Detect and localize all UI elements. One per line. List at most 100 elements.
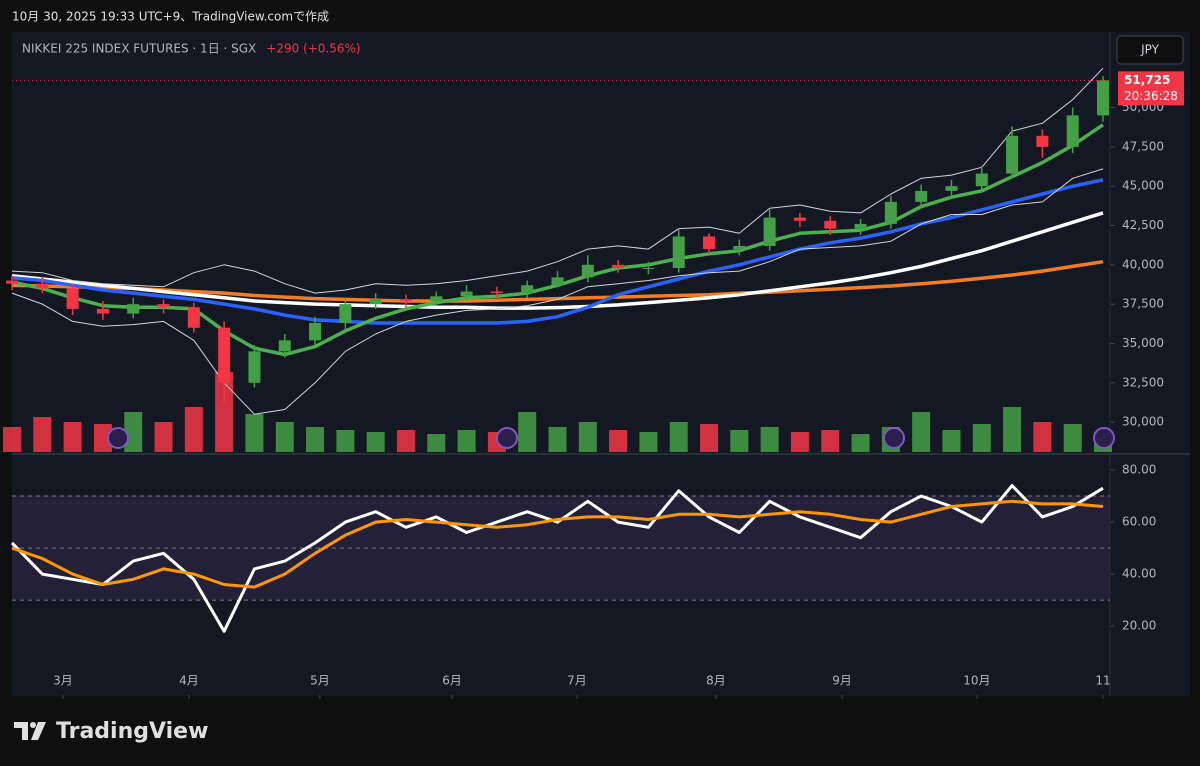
x-tick-label: 7月 (567, 674, 587, 688)
candle-body (915, 190, 928, 202)
y-tick-label: 47,500 (1122, 139, 1164, 153)
last-price: 51,725 (1124, 73, 1170, 87)
volume-bar (1003, 407, 1022, 452)
volume-bar (306, 427, 325, 452)
volume-bar (396, 430, 415, 452)
volume-bar (1063, 424, 1082, 452)
candle-body (1097, 80, 1109, 116)
volume-bar (790, 432, 809, 452)
y-tick-label: 60.00 (1122, 515, 1156, 529)
x-tick-label: 6月 (442, 674, 462, 688)
currency[interactable]: JPY (1140, 43, 1160, 57)
x-tick-label: 9月 (832, 674, 852, 688)
candle-body (824, 220, 837, 229)
candle-body (763, 217, 776, 246)
price-label-box (1118, 71, 1184, 106)
candle-body (703, 236, 716, 250)
volume-bar (154, 422, 173, 452)
volume-bar (639, 432, 658, 452)
x-tick-label: 4月 (179, 674, 199, 688)
candle-body (793, 217, 806, 221)
y-tick-label: 40.00 (1122, 567, 1156, 581)
volume-bar (33, 417, 52, 452)
volume-bar (669, 422, 688, 452)
currency-box[interactable] (1116, 35, 1184, 65)
candle-body (975, 173, 988, 187)
volume-bar (821, 430, 840, 452)
volume-bar (972, 424, 991, 452)
volume-bar (1033, 422, 1052, 452)
candle-body (521, 285, 534, 294)
y-tick-label: 20.00 (1122, 619, 1156, 633)
candle-body (399, 299, 412, 301)
candle-body (581, 264, 594, 278)
volume-bar (851, 434, 870, 452)
candle-body (66, 288, 79, 309)
volume-bar (427, 434, 446, 452)
x-tick-label: 11 (1095, 674, 1110, 688)
candle-body (612, 264, 625, 268)
y-tick-label: 35,000 (1122, 336, 1164, 350)
candle-body (127, 304, 140, 314)
candle-body (854, 223, 867, 229)
volume-bar (730, 430, 749, 452)
volume-bar (912, 412, 931, 452)
moving-average (11, 259, 1104, 303)
volume-bar (63, 422, 82, 452)
candle-body (1006, 135, 1019, 174)
y-tick-label: 37,500 (1122, 297, 1164, 311)
x-tick-label: 3月 (53, 674, 73, 688)
candle-body (1066, 115, 1079, 147)
candle-body (96, 308, 109, 314)
volume-bar (275, 422, 294, 452)
event-icons (107, 427, 1115, 449)
volume-bar (609, 430, 628, 452)
candle-body (6, 280, 18, 284)
volume-bar (366, 432, 385, 452)
volume-bar (700, 424, 719, 452)
volume-bar (548, 427, 567, 452)
candle-body (157, 304, 170, 308)
oscillator-band (12, 496, 1110, 601)
candle-body (551, 277, 564, 286)
caption: 10月 30, 2025 19:33 UTC+9、TradingView.com… (12, 10, 329, 24)
volume-bar (184, 407, 203, 452)
moving-average (11, 67, 1104, 294)
y-tick-label: 32,500 (1122, 375, 1164, 389)
volume-bar (124, 412, 143, 452)
brand: TradingView (56, 719, 208, 744)
y-tick-label: 42,500 (1122, 218, 1164, 232)
oscillator-line (11, 499, 1104, 589)
candle-body (218, 327, 231, 383)
candle-body (672, 236, 685, 268)
y-tick-label: 40,000 (1122, 257, 1164, 271)
x-tick-label: 8月 (706, 674, 726, 688)
y-tick-label: 45,000 (1122, 179, 1164, 193)
candle-body (430, 296, 443, 301)
volume-bar (760, 427, 779, 452)
moving-average (11, 211, 1104, 310)
oscillator-line (10, 484, 1104, 633)
logo (14, 722, 46, 740)
x-tick-label: 10月 (963, 674, 990, 688)
y-tick-label: 80.00 (1122, 463, 1156, 477)
volume-bar (245, 414, 264, 452)
volume-bar (457, 430, 476, 452)
volume-bar (518, 412, 537, 452)
candle-body (460, 291, 473, 297)
candle-body (248, 351, 261, 383)
candle-body (187, 307, 200, 328)
x-tick-label: 5月 (310, 674, 330, 688)
candle-body (278, 340, 291, 352)
volume-bar (942, 430, 961, 452)
candle-body (369, 299, 382, 305)
volume-bar (336, 430, 355, 452)
candle-body (339, 304, 352, 324)
candle-body (309, 323, 322, 341)
volume-bar (3, 427, 21, 452)
change: +290 (+0.56%) (266, 42, 360, 56)
countdown: 20:36:28 (1124, 89, 1178, 103)
candle-body (642, 267, 655, 269)
candle-body (733, 245, 746, 250)
